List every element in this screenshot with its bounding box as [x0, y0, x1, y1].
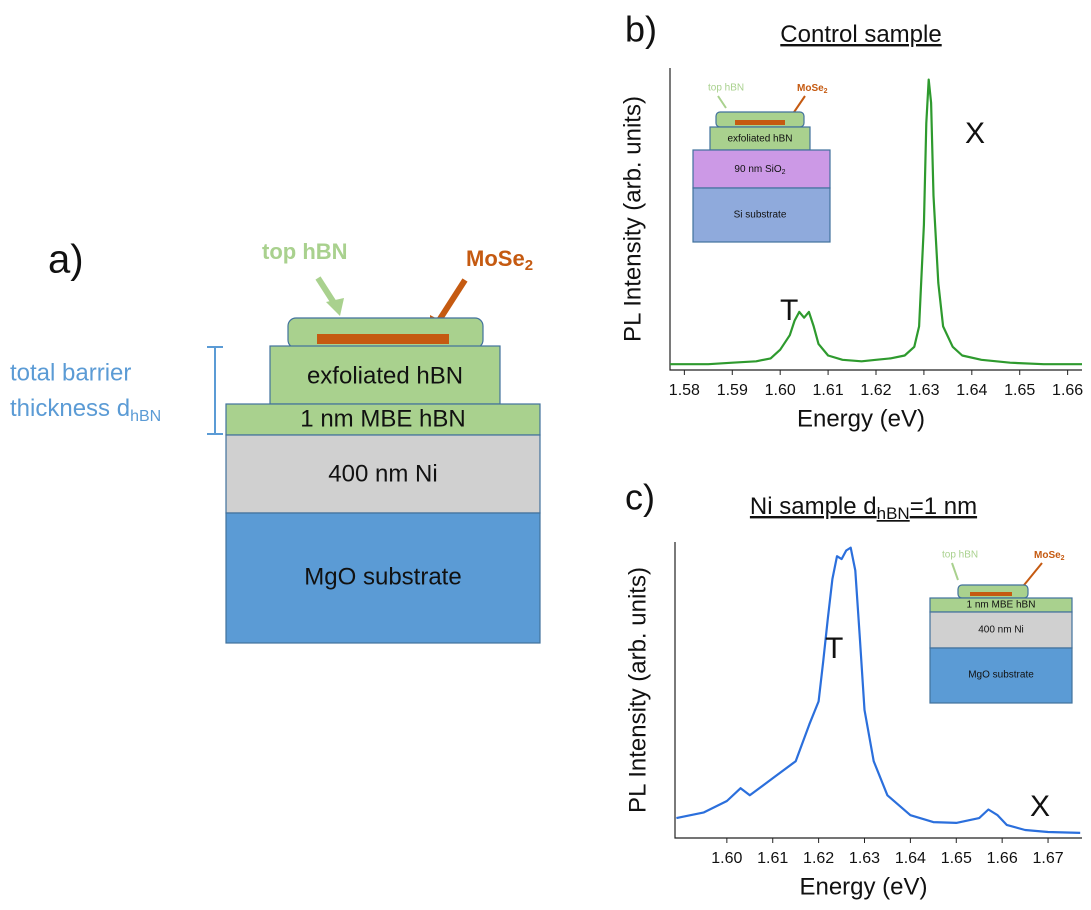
inset-layer — [929, 611, 1073, 649]
panel-label: c) — [625, 477, 655, 518]
exfoliated-layer — [269, 345, 501, 405]
arrow — [435, 278, 468, 324]
layer-label: 400 nm Ni — [328, 460, 437, 487]
x-axis-label: Energy (eV) — [799, 873, 927, 900]
mgo-layer — [225, 512, 541, 644]
chart-title: Control sample — [780, 21, 941, 48]
panel-label: a) — [48, 238, 84, 282]
peak-label: X — [1030, 790, 1050, 823]
inset-layer — [929, 647, 1073, 704]
inset-label: Si substrate — [734, 210, 787, 221]
inset-layer — [735, 120, 785, 125]
ni-layer — [225, 434, 541, 514]
peak-label: X — [965, 117, 985, 150]
y-axis-label: PL Intensity (arb. units) — [624, 567, 651, 813]
x-tick-label: 1.61 — [757, 850, 788, 867]
spectrum-line — [670, 78, 1082, 366]
inset-layer — [970, 592, 1012, 596]
bracket — [207, 346, 223, 435]
arrow — [951, 562, 959, 581]
inset-text: MoSe — [1034, 550, 1061, 561]
layer-label: 1 nm MBE hBN — [300, 405, 465, 432]
axes — [669, 68, 1082, 371]
inset-label: top hBN — [708, 83, 744, 94]
mose2-sub: 2 — [525, 257, 533, 274]
inset-sub: 2 — [782, 169, 786, 176]
inset-label: 1 nm MBE hBN — [967, 600, 1036, 611]
title-text: Control sample — [780, 21, 941, 48]
spectrum-line — [676, 546, 1081, 834]
chart-title: Ni sample dhBN=1 nm — [750, 493, 977, 523]
inset-label: 90 nm SiO2 — [734, 164, 785, 176]
x-tick-label: 1.64 — [895, 850, 926, 867]
inset-label: MgO substrate — [968, 670, 1034, 681]
title-end: =1 nm — [910, 493, 977, 520]
inset-layer — [692, 187, 831, 243]
x-tick-label: 1.62 — [860, 382, 891, 399]
axes — [674, 542, 1082, 839]
x-axis-label: Energy (eV) — [797, 405, 925, 432]
title-sub: hBN — [877, 504, 910, 523]
x-tick-label: 1.58 — [669, 382, 700, 399]
inset: top hBN MoSe2 1 nm MBE hBN 400 nm Ni MgO… — [929, 550, 1073, 704]
peak-label: T — [780, 294, 798, 327]
x-tick-label: 1.63 — [908, 382, 939, 399]
arrow-head — [326, 298, 344, 316]
x-tick-label: 1.62 — [803, 850, 834, 867]
mose2-text: MoSe — [466, 246, 525, 271]
x-tick-label: 1.66 — [1052, 382, 1083, 399]
inset-layer — [957, 584, 1029, 599]
barrier-sub: hBN — [130, 408, 161, 425]
inset-text: MoSe — [797, 83, 824, 94]
inset-text: 90 nm SiO — [734, 164, 781, 175]
x-tick-label: 1.63 — [849, 850, 880, 867]
x-tick-label: 1.61 — [813, 382, 844, 399]
x-tick-label: 1.64 — [956, 382, 987, 399]
inset-sub: 2 — [1061, 555, 1065, 562]
x-tick-label: 1.65 — [1004, 382, 1035, 399]
x-tick-label: 1.67 — [1032, 850, 1063, 867]
inset: top hBN MoSe2 exfoliated hBN 90 nm SiO2 … — [692, 83, 831, 243]
x-tick-label: 1.66 — [987, 850, 1018, 867]
mose2-label: MoSe2 — [466, 246, 533, 274]
barrier-label: total barrier — [10, 359, 131, 386]
barrier-label: thickness dhBN — [10, 395, 161, 425]
arrow — [717, 95, 727, 109]
layer-label: exfoliated hBN — [307, 362, 463, 389]
x-tick-label: 1.60 — [711, 850, 742, 867]
x-tick-label: 1.60 — [765, 382, 796, 399]
y-axis-label: PL Intensity (arb. units) — [619, 96, 646, 342]
inset-label: exfoliated hBN — [727, 134, 792, 145]
x-tick-label: 1.65 — [941, 850, 972, 867]
title-text: Ni sample d — [750, 493, 877, 520]
inset-label: 400 nm Ni — [978, 625, 1024, 636]
x-tick-label: 1.59 — [717, 382, 748, 399]
panel-label: b) — [625, 9, 657, 50]
top-hbn-label: top hBN — [262, 239, 348, 264]
inset-sub: 2 — [824, 88, 828, 95]
peak-label: T — [825, 632, 843, 665]
mose2-layer — [317, 334, 449, 344]
inset-label: MoSe2 — [797, 83, 828, 95]
inset-label: MoSe2 — [1034, 550, 1065, 562]
inset-label: top hBN — [942, 550, 978, 561]
barrier-text: thickness d — [10, 395, 130, 422]
layer-label: MgO substrate — [304, 563, 461, 590]
